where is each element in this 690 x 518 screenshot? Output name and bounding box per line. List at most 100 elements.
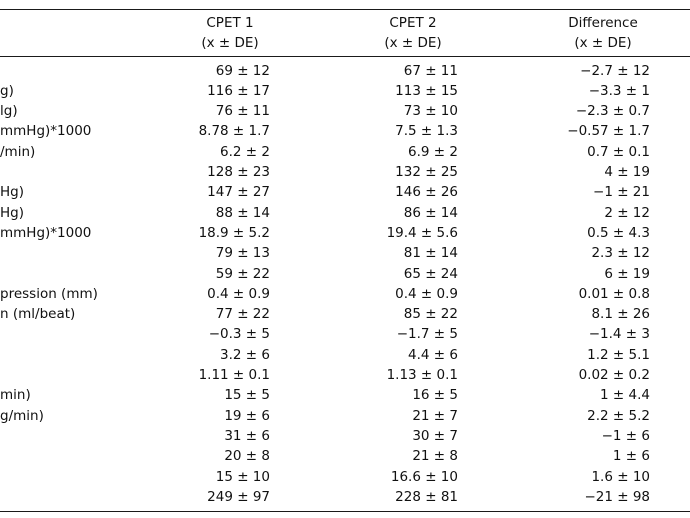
cpet2-value: 65 ± 24 (403, 265, 458, 282)
cpet1-value: −0.3 ± 5 (208, 326, 270, 343)
row-label: lg) (0, 103, 18, 120)
cpet1-value: 77 ± 22 (215, 306, 270, 323)
cpet1-value: 79 ± 13 (215, 245, 270, 262)
table-row: 31 ± 6 30 ± 7 −1 ± 6 (0, 426, 690, 446)
table-row: /min) 6.2 ± 2 6.9 ± 2 0.7 ± 0.1 (0, 142, 690, 162)
row-label: mmHg)*1000 (0, 123, 92, 140)
row-label: g) (0, 82, 14, 99)
cpet1-value: 249 ± 97 (207, 488, 270, 505)
difference-value: 4 ± 19 (604, 164, 650, 180)
cpet1-value: 147 ± 27 (207, 184, 270, 201)
difference-value: −1.4 ± 3 (588, 326, 650, 343)
difference-value: −2.7 ± 12 (580, 62, 650, 79)
header-difference: Difference (x ± DE) (523, 13, 683, 53)
header-cpet1-title: CPET 1 (206, 15, 254, 31)
table-row: 59 ± 22 65 ± 24 6 ± 19 (0, 264, 690, 284)
header-cpet2: CPET 2 (x ± DE) (333, 13, 493, 53)
row-label: n (ml/beat) (0, 306, 76, 323)
cpet2-value: 16.6 ± 10 (390, 468, 458, 485)
table-row: mmHg)*1000 8.78 ± 1.7 7.5 ± 1.3 −0.57 ± 1.7 (0, 121, 690, 141)
row-label: /min) (0, 143, 36, 160)
cpet2-value: 81 ± 14 (403, 245, 458, 262)
row-label: mmHg)*1000 (0, 224, 92, 241)
table-row: 79 ± 13 81 ± 14 2.3 ± 12 (0, 243, 690, 263)
row-label: pression (mm) (0, 285, 98, 302)
difference-value: 1 ± 6 (612, 448, 650, 465)
cpet2-value: 21 ± 7 (412, 407, 458, 424)
table-row: g/min) 19 ± 6 21 ± 7 2.2 ± 5.2 (0, 406, 690, 426)
table-row: 1.11 ± 0.1 1.13 ± 0.1 0.02 ± 0.2 (0, 365, 690, 385)
difference-value: 6 ± 19 (604, 265, 650, 282)
table-row: Hg) 88 ± 14 86 ± 14 2 ± 12 (0, 203, 690, 223)
difference-value: −21 ± 98 (584, 488, 650, 505)
cpet1-value: 3.2 ± 6 (220, 346, 270, 363)
table-row: pression (mm) 0.4 ± 0.9 0.4 ± 0.9 0.01 ± 0.… (0, 284, 690, 304)
table-bottom-rule (0, 511, 690, 512)
cpet1-value: 116 ± 17 (207, 82, 270, 99)
difference-value: 2 ± 12 (604, 204, 650, 221)
difference-value: 0.01 ± 0.8 (578, 285, 650, 302)
cpet1-value: 19 ± 6 (224, 407, 270, 424)
table-row: 3.2 ± 6 4.4 ± 6 1.2 ± 5.1 (0, 345, 690, 365)
cpet2-value: 19.4 ± 5.6 (386, 224, 458, 241)
cpet1-value: 15 ± 10 (215, 468, 270, 485)
table-row: Hg) 147 ± 27 146 ± 26 −1 ± 21 (0, 182, 690, 202)
cpet1-value: 6.2 ± 2 (220, 143, 270, 160)
cpet2-value: 6.9 ± 2 (408, 143, 458, 160)
table-row: 69 ± 12 67 ± 11 −2.7 ± 12 (0, 61, 690, 81)
cpet2-value: 1.13 ± 0.1 (386, 367, 458, 383)
cpet2-value: 228 ± 81 (395, 488, 458, 505)
difference-value: 0.02 ± 0.2 (578, 367, 650, 383)
cpet2-value: 113 ± 15 (395, 82, 458, 99)
table-row: 249 ± 97 228 ± 81 −21 ± 98 (0, 487, 690, 507)
difference-value: −2.3 ± 0.7 (575, 103, 650, 120)
cpet1-value: 128 ± 23 (207, 164, 270, 180)
cpet2-value: 7.5 ± 1.3 (395, 123, 458, 140)
cpet2-value: 67 ± 11 (403, 62, 458, 79)
cpet2-value: 30 ± 7 (412, 427, 458, 444)
table-row: 15 ± 10 16.6 ± 10 1.6 ± 10 (0, 467, 690, 487)
difference-value: −0.57 ± 1.7 (567, 123, 650, 140)
cpet2-value: 86 ± 14 (403, 204, 458, 221)
cpet1-value: 88 ± 14 (215, 204, 270, 221)
cpet1-value: 59 ± 22 (215, 265, 270, 282)
cpet2-value: 73 ± 10 (403, 103, 458, 120)
difference-value: −3.3 ± 1 (588, 82, 650, 99)
cpet2-value: −1.7 ± 5 (396, 326, 458, 343)
table-row: 20 ± 8 21 ± 8 1 ± 6 (0, 446, 690, 466)
header-cpet1-sub: (x ± DE) (201, 35, 259, 51)
table-row: g) 116 ± 17 113 ± 15 −3.3 ± 1 (0, 81, 690, 101)
table-header-rule (0, 56, 690, 57)
difference-value: −1 ± 21 (593, 184, 650, 201)
cpet1-value: 18.9 ± 5.2 (198, 224, 270, 241)
difference-value: 0.5 ± 4.3 (587, 224, 650, 241)
table-row: 128 ± 23 132 ± 25 4 ± 19 (0, 162, 690, 182)
difference-value: 2.2 ± 5.2 (587, 407, 650, 424)
cpet1-value: 15 ± 5 (224, 387, 270, 404)
difference-value: 2.3 ± 12 (591, 245, 650, 262)
cpet1-value: 31 ± 6 (224, 427, 270, 444)
header-cpet1: CPET 1 (x ± DE) (150, 13, 310, 53)
cpet1-value: 1.11 ± 0.1 (198, 367, 270, 383)
header-cpet2-sub: (x ± DE) (384, 35, 442, 51)
row-label: Hg) (0, 184, 24, 201)
cpet2-value: 21 ± 8 (412, 448, 458, 465)
table-row: n (ml/beat) 77 ± 22 85 ± 22 8.1 ± 26 (0, 304, 690, 324)
row-label: Hg) (0, 204, 24, 221)
cpet1-value: 76 ± 11 (215, 103, 270, 120)
row-label: g/min) (0, 407, 44, 424)
cpet2-value: 132 ± 25 (395, 164, 458, 180)
row-label: min) (0, 387, 31, 404)
header-difference-title: Difference (568, 15, 638, 31)
header-difference-sub: (x ± DE) (574, 35, 632, 51)
cpet1-value: 69 ± 12 (215, 62, 270, 79)
cpet2-value: 146 ± 26 (395, 184, 458, 201)
cpet1-value: 8.78 ± 1.7 (198, 123, 270, 140)
cpet2-value: 16 ± 5 (412, 387, 458, 404)
cpet2-value: 85 ± 22 (403, 306, 458, 323)
difference-value: 1.2 ± 5.1 (587, 346, 650, 363)
difference-value: 0.7 ± 0.1 (587, 143, 650, 160)
cpet1-value: 20 ± 8 (224, 448, 270, 465)
difference-value: 8.1 ± 26 (591, 306, 650, 323)
table-row: lg) 76 ± 11 73 ± 10 −2.3 ± 0.7 (0, 101, 690, 121)
